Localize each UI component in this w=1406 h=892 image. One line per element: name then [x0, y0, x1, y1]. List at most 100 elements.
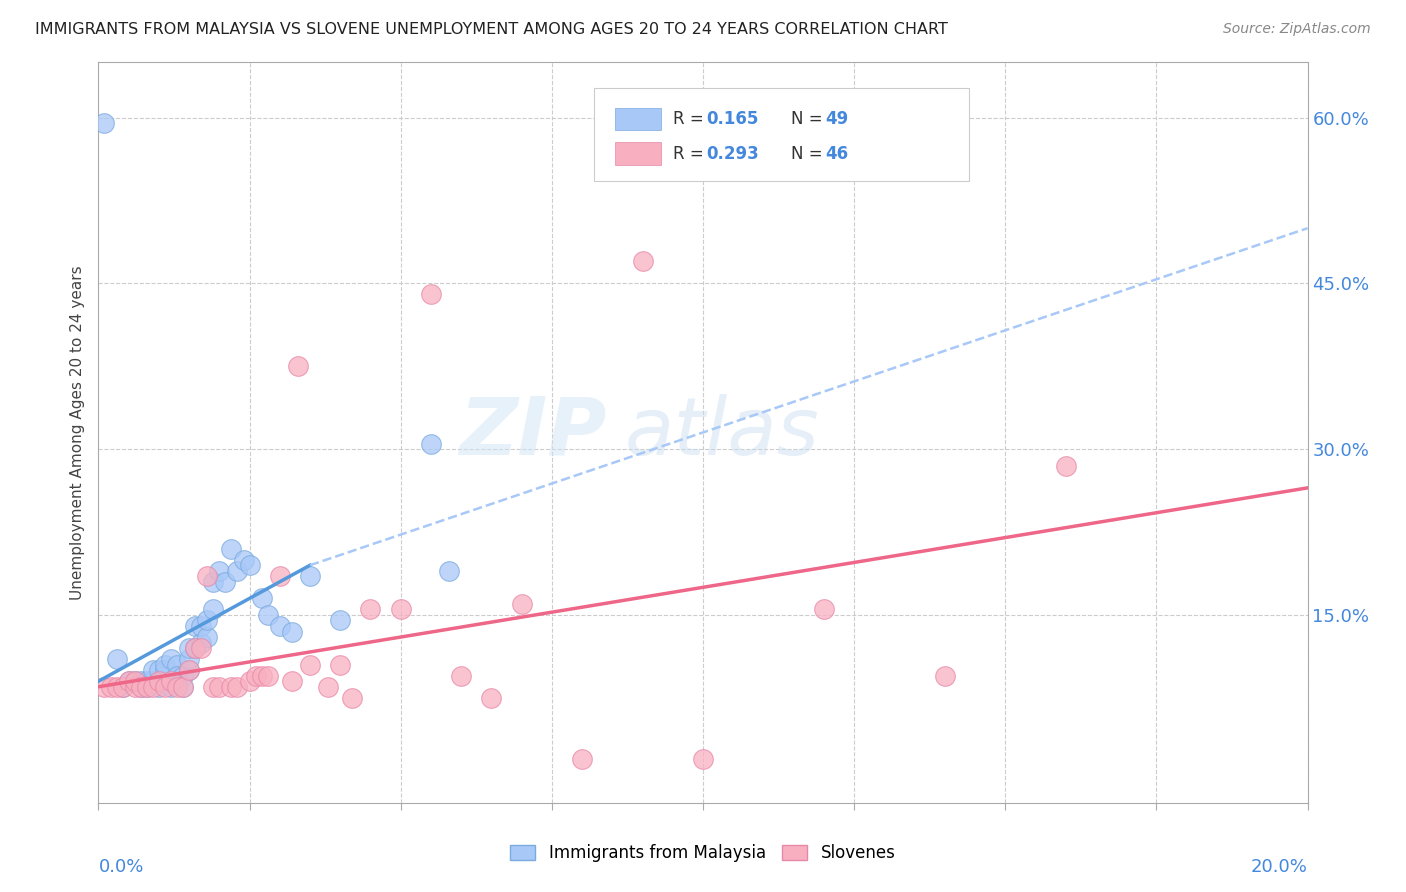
Point [172, 669, 194, 683]
Text: 46: 46 [825, 145, 848, 162]
Text: R =: R = [672, 110, 709, 128]
Point [269, 619, 291, 633]
Point [148, 674, 170, 689]
Point [148, 663, 170, 677]
Point [160, 680, 183, 694]
Point [281, 624, 304, 639]
Text: N =: N = [792, 110, 828, 128]
Point [1054, 458, 1077, 473]
Point [142, 680, 165, 694]
Point [250, 669, 273, 683]
Bar [614, 143, 661, 165]
Point [329, 657, 352, 672]
FancyBboxPatch shape [595, 88, 969, 181]
Point [184, 619, 207, 633]
Point [437, 564, 460, 578]
Point [269, 569, 291, 583]
Point [160, 674, 183, 689]
Y-axis label: Unemployment Among Ages 20 to 24 years: Unemployment Among Ages 20 to 24 years [69, 265, 84, 600]
Point [118, 674, 141, 689]
Point [172, 680, 194, 694]
Point [813, 602, 835, 616]
Point [153, 680, 176, 694]
Text: 0.293: 0.293 [707, 145, 759, 162]
Point [184, 641, 207, 656]
Point [93, 116, 115, 130]
Point [160, 674, 183, 689]
Point [202, 574, 225, 589]
Point [190, 619, 212, 633]
Text: N =: N = [792, 145, 828, 162]
Point [195, 630, 218, 644]
Point [571, 751, 593, 765]
Point [360, 602, 382, 616]
Point [287, 359, 309, 374]
Point [208, 680, 231, 694]
Point [221, 541, 243, 556]
Point [195, 614, 218, 628]
Point [256, 607, 278, 622]
Point [214, 574, 236, 589]
Point [226, 680, 249, 694]
Point [202, 680, 225, 694]
Point [118, 674, 141, 689]
Point [148, 674, 170, 689]
Text: ZIP: ZIP [458, 393, 606, 472]
Point [190, 641, 212, 656]
Text: IMMIGRANTS FROM MALAYSIA VS SLOVENE UNEMPLOYMENT AMONG AGES 20 TO 24 YEARS CORRE: IMMIGRANTS FROM MALAYSIA VS SLOVENE UNEM… [35, 22, 948, 37]
Point [245, 669, 267, 683]
Point [166, 657, 188, 672]
Point [389, 602, 412, 616]
Point [232, 552, 254, 566]
Text: 20.0%: 20.0% [1251, 858, 1308, 876]
Point [281, 674, 304, 689]
Text: 0.0%: 0.0% [98, 858, 143, 876]
Point [135, 680, 157, 694]
Point [93, 680, 115, 694]
Point [179, 663, 201, 677]
Point [195, 569, 218, 583]
Text: R =: R = [672, 145, 709, 162]
Point [166, 680, 188, 694]
Point [135, 674, 157, 689]
Point [250, 591, 273, 606]
Point [160, 652, 183, 666]
Point [316, 680, 339, 694]
Point [179, 641, 201, 656]
Point [226, 564, 249, 578]
Text: 0.165: 0.165 [707, 110, 759, 128]
Bar [614, 108, 661, 130]
Point [142, 674, 165, 689]
Point [239, 558, 262, 573]
Point [342, 690, 364, 705]
Point [299, 569, 322, 583]
Point [124, 674, 146, 689]
Text: atlas: atlas [624, 393, 820, 472]
Point [208, 564, 231, 578]
Point [179, 663, 201, 677]
Point [329, 614, 352, 628]
Point [692, 751, 714, 765]
Point [239, 674, 262, 689]
Point [299, 657, 322, 672]
Point [202, 602, 225, 616]
Point [481, 690, 503, 705]
Point [190, 635, 212, 649]
Point [153, 657, 176, 672]
Point [179, 652, 201, 666]
Point [166, 669, 188, 683]
Point [111, 680, 134, 694]
Point [631, 254, 654, 268]
Point [221, 680, 243, 694]
Point [111, 680, 134, 694]
Point [105, 652, 128, 666]
Text: 49: 49 [825, 110, 848, 128]
Point [450, 669, 472, 683]
Text: Source: ZipAtlas.com: Source: ZipAtlas.com [1223, 22, 1371, 37]
Point [124, 674, 146, 689]
Point [129, 680, 152, 694]
Point [129, 680, 152, 694]
Point [148, 680, 170, 694]
Point [184, 641, 207, 656]
Point [124, 680, 146, 694]
